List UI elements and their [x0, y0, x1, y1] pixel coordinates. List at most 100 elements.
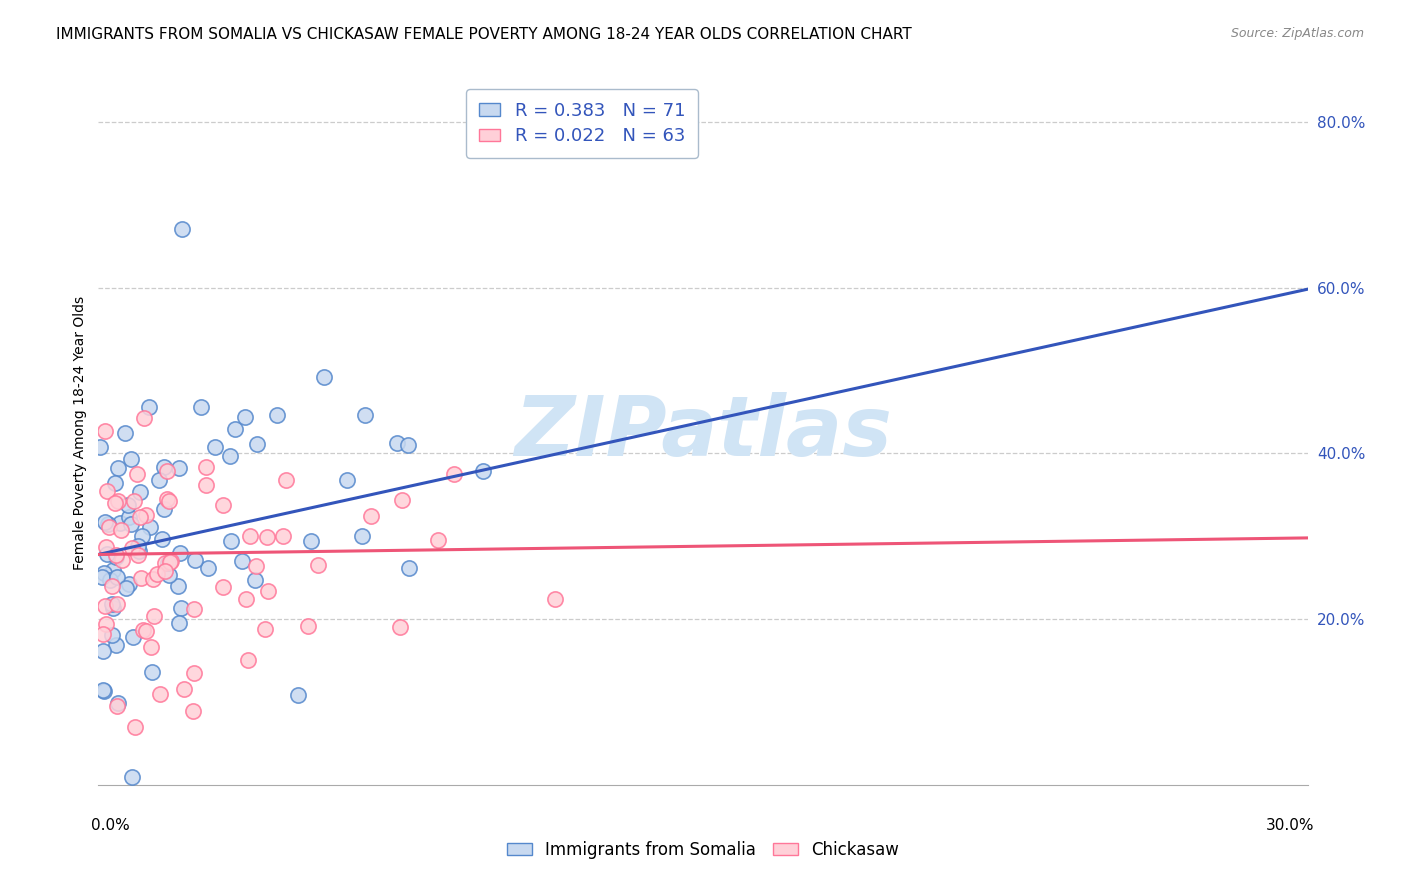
Point	[142, 609, 165, 624]
Point	[153, 460, 176, 475]
Point	[93, 599, 115, 614]
Point	[132, 411, 155, 425]
Point	[190, 400, 212, 414]
Point	[266, 408, 288, 422]
Point	[156, 492, 179, 507]
Point	[121, 770, 143, 784]
Point	[194, 460, 217, 475]
Text: IMMIGRANTS FROM SOMALIA VS CHICKASAW FEMALE POVERTY AMONG 18-24 YEAR OLDS CORREL: IMMIGRANTS FROM SOMALIA VS CHICKASAW FEM…	[56, 27, 912, 42]
Point	[98, 573, 121, 587]
Point	[108, 516, 131, 530]
Point	[124, 720, 146, 734]
Point	[170, 601, 193, 615]
Point	[139, 640, 162, 654]
Point	[396, 438, 419, 452]
Point	[246, 436, 269, 450]
Point	[184, 553, 207, 567]
Point	[212, 498, 235, 512]
Point	[104, 476, 127, 491]
Legend: Immigrants from Somalia, Chickasaw: Immigrants from Somalia, Chickasaw	[501, 835, 905, 866]
Point	[173, 682, 195, 697]
Point	[138, 400, 160, 414]
Text: 30.0%: 30.0%	[1267, 818, 1315, 832]
Text: Source: ZipAtlas.com: Source: ZipAtlas.com	[1230, 27, 1364, 40]
Point	[157, 493, 180, 508]
Point	[287, 688, 309, 702]
Point	[307, 558, 329, 572]
Point	[167, 579, 190, 593]
Point	[387, 436, 409, 450]
Point	[104, 548, 127, 562]
Point	[105, 570, 128, 584]
Point	[257, 584, 280, 599]
Point	[153, 564, 176, 578]
Point	[93, 684, 115, 698]
Point	[139, 520, 162, 534]
Point	[118, 510, 141, 524]
Point	[181, 704, 204, 718]
Point	[391, 493, 413, 508]
Point	[157, 568, 180, 582]
Point	[236, 653, 259, 667]
Point	[118, 577, 141, 591]
Point	[100, 628, 122, 642]
Point	[103, 601, 125, 615]
Point	[101, 597, 124, 611]
Point	[352, 528, 374, 542]
Point	[127, 539, 149, 553]
Point	[121, 541, 143, 555]
Point	[204, 440, 226, 454]
Point	[105, 550, 128, 565]
Point	[96, 516, 118, 531]
Point	[169, 546, 191, 560]
Point	[172, 221, 194, 235]
Point	[93, 566, 115, 580]
Point	[388, 620, 411, 634]
Point	[103, 563, 125, 577]
Point	[169, 461, 191, 475]
Point	[89, 440, 111, 454]
Point	[218, 449, 240, 463]
Point	[98, 520, 121, 534]
Point	[360, 508, 382, 523]
Point	[96, 484, 118, 499]
Point	[135, 508, 157, 522]
Point	[297, 619, 319, 633]
Point	[111, 552, 134, 566]
Text: ZIPatlas: ZIPatlas	[515, 392, 891, 473]
Point	[235, 591, 257, 606]
Point	[253, 622, 276, 636]
Point	[243, 574, 266, 588]
Point	[159, 555, 181, 569]
Point	[274, 473, 297, 487]
Point	[398, 561, 420, 575]
Point	[129, 510, 152, 524]
Point	[91, 682, 114, 697]
Point	[156, 464, 179, 478]
Point	[94, 515, 117, 529]
Point	[107, 460, 129, 475]
Point	[354, 408, 377, 422]
Point	[149, 687, 172, 701]
Point	[141, 665, 163, 679]
Point	[183, 666, 205, 681]
Point	[194, 478, 217, 492]
Point	[427, 533, 450, 547]
Point	[96, 540, 118, 554]
Point	[120, 451, 142, 466]
Point	[101, 578, 124, 592]
Point	[114, 425, 136, 440]
Point	[544, 591, 567, 606]
Point	[117, 498, 139, 512]
Point	[122, 494, 145, 508]
Point	[90, 570, 112, 584]
Point	[107, 493, 129, 508]
Point	[91, 627, 114, 641]
Point	[105, 698, 128, 713]
Point	[314, 369, 336, 384]
Point	[273, 528, 295, 542]
Point	[110, 523, 132, 537]
Point	[211, 580, 233, 594]
Text: 0.0%: 0.0%	[91, 818, 131, 832]
Point	[245, 558, 267, 573]
